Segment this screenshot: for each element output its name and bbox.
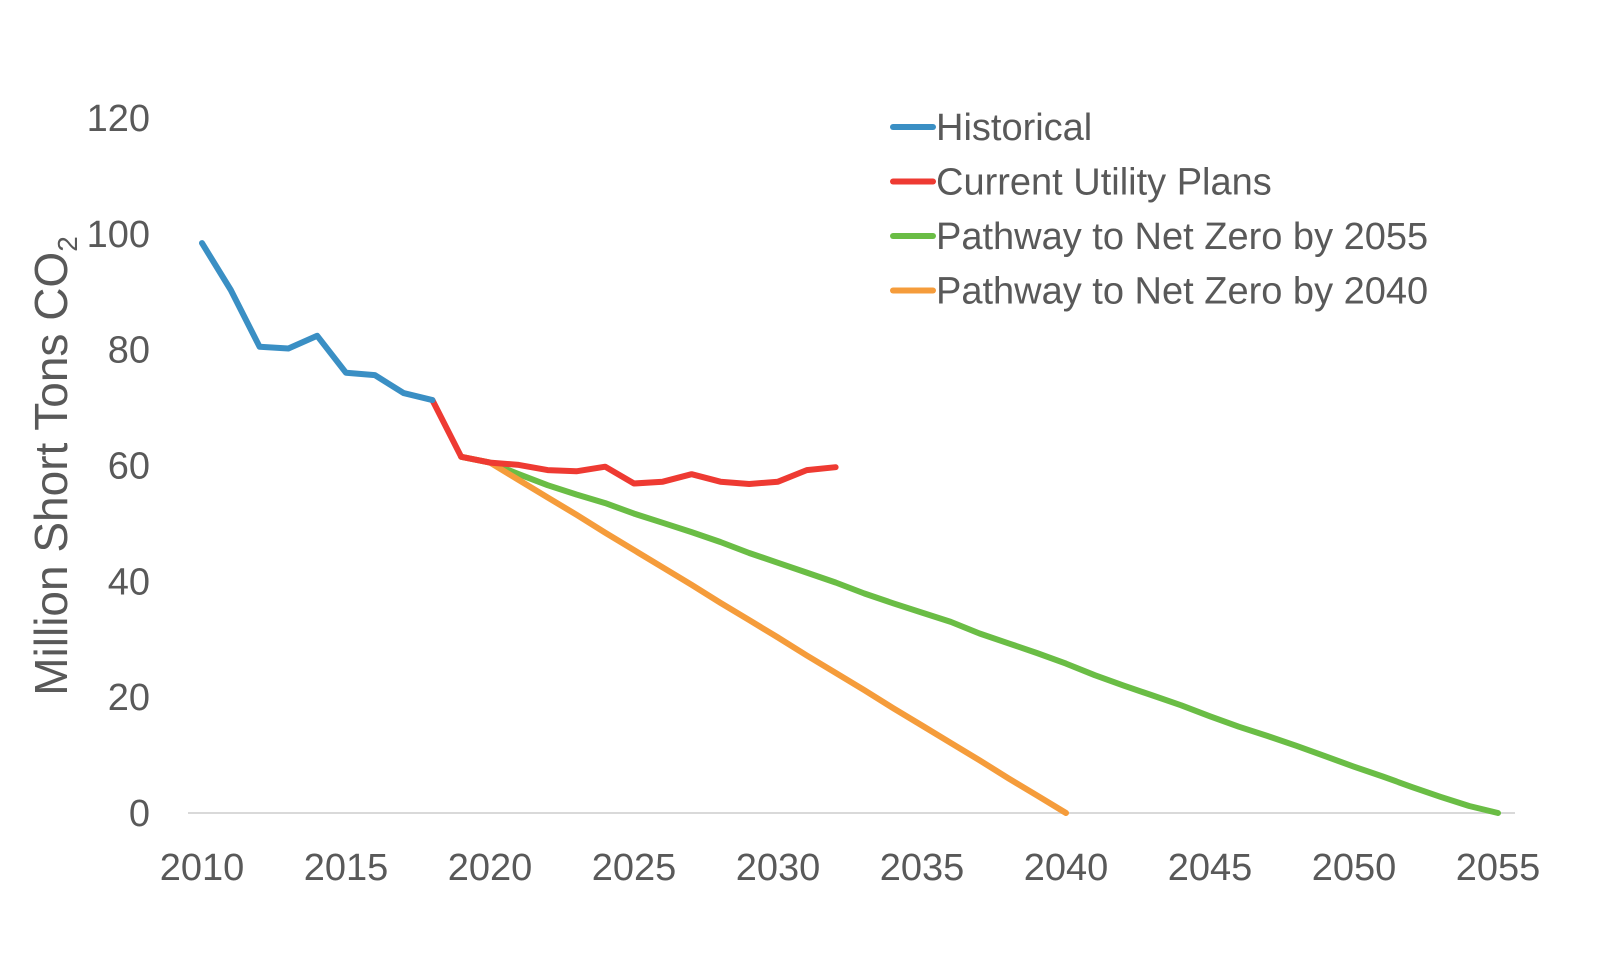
x-axis-ticks: 2010 2015 2020 2025 2030 2035 2040 2045 2050 2055 (160, 847, 1541, 889)
x-tick-label: 2020 (448, 847, 533, 889)
y-tick-label: 40 (108, 561, 150, 603)
y-tick-label: 20 (108, 677, 150, 719)
x-tick-label: 2010 (160, 847, 245, 889)
legend: Historical Current Utility Plans Pathway t… (890, 107, 1428, 313)
series-line-pathway-to-net-zero-by-2040 (458, 453, 1069, 816)
legend-label: Pathway to Net Zero by 2040 (936, 271, 1428, 313)
series-lines (199, 240, 1501, 816)
y-axis-title-text: Million Short Tons CO2 (25, 236, 83, 696)
y-tick-label: 100 (87, 214, 150, 256)
legend-label: Pathway to Net Zero by 2055 (936, 216, 1428, 258)
x-tick-label: 2045 (1168, 847, 1253, 889)
y-tick-label: 0 (129, 793, 150, 835)
x-tick-label: 2025 (592, 847, 677, 889)
x-tick-label: 2030 (736, 847, 821, 889)
series-line-historical (199, 240, 436, 404)
legend-label: Historical (936, 107, 1092, 149)
y-tick-label: 80 (108, 330, 150, 372)
y-tick-label: 60 (108, 446, 150, 488)
x-tick-label: 2050 (1312, 847, 1397, 889)
series-line-pathway-to-net-zero-by-2055 (458, 453, 1501, 816)
y-axis-ticks: 0 20 40 60 80 100 120 (87, 98, 150, 835)
x-tick-label: 2055 (1456, 847, 1541, 889)
y-axis-title: Million Short Tons CO2 (25, 236, 83, 696)
x-tick-label: 2040 (1024, 847, 1109, 889)
x-tick-label: 2015 (304, 847, 389, 889)
legend-label: Current Utility Plans (936, 162, 1272, 204)
x-tick-label: 2035 (880, 847, 965, 889)
series-line-current-utility-plans (429, 397, 839, 487)
y-tick-label: 120 (87, 98, 150, 140)
